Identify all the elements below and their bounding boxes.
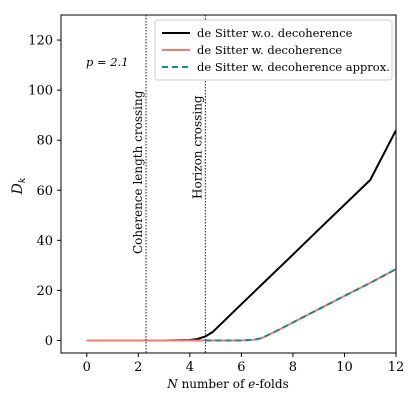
legend-label-1: de Sitter w. decoherence	[197, 43, 342, 57]
plot-frame	[60, 14, 397, 354]
vertical-reference-lines: Coherence length crossing Horizon crossin…	[131, 15, 206, 353]
y-tick-label: 100	[28, 84, 53, 99]
x-tick-label: 2	[134, 360, 142, 375]
legend-label-0: de Sitter w.o. decoherence	[197, 26, 353, 40]
x-tick-label: 4	[186, 360, 194, 375]
x-axis-label: N number of e-folds	[166, 377, 288, 391]
x-axis-label-mid: number of	[178, 377, 248, 391]
vline-label-0: Coherence length crossing	[131, 90, 145, 254]
parameter-annotation: p = 2.1	[86, 55, 129, 69]
x-axis-ticks: 0 2 4 6 8 10 12	[83, 353, 405, 375]
legend-label-2: de Sitter w. decoherence approx.	[197, 60, 390, 74]
y-tick-label: 120	[28, 34, 53, 49]
series-line-2	[205, 268, 396, 342]
vline-label-1: Horizon crossing	[190, 95, 204, 199]
y-tick-label: 0	[45, 334, 53, 349]
x-tick-label: 12	[388, 360, 405, 375]
x-tick-label: 10	[336, 360, 353, 375]
y-axis-label-main: D	[10, 183, 26, 195]
legend-box	[154, 19, 393, 81]
plot-lines	[86, 129, 396, 342]
y-axis-ticks: 0 20 40 60 80 100 120	[28, 34, 61, 349]
y-tick-label: 40	[36, 234, 53, 249]
y-tick-label: 80	[36, 134, 53, 149]
y-axis-label: Dk	[10, 178, 28, 196]
x-axis-label-e: e	[248, 377, 255, 391]
y-tick-label: 60	[36, 184, 53, 199]
y-axis-label-sub: k	[18, 178, 28, 183]
legend: de Sitter w.o. decoherence de Sitter w. d…	[154, 19, 393, 81]
x-tick-label: 0	[83, 360, 91, 375]
x-axis-label-end: -folds	[255, 377, 288, 391]
x-axis-label-var: N	[166, 377, 178, 391]
x-tick-label: 6	[237, 360, 245, 375]
y-tick-label: 20	[36, 284, 53, 299]
x-tick-label: 8	[289, 360, 297, 375]
